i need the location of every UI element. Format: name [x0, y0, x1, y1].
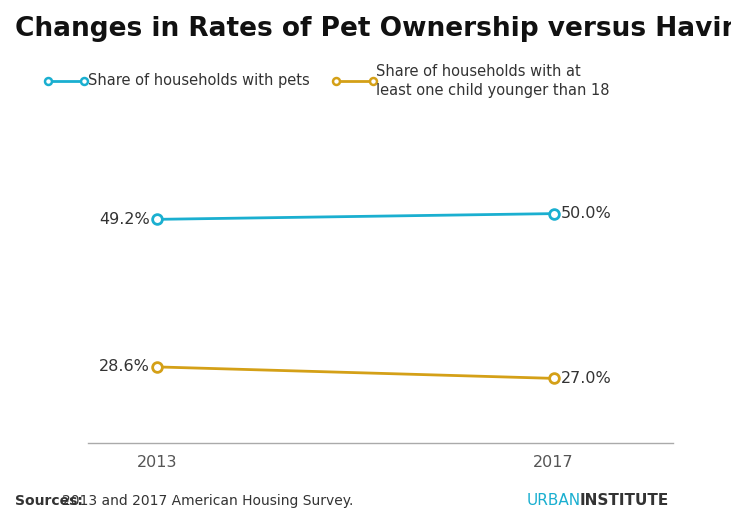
Text: URBAN: URBAN [526, 493, 580, 508]
Text: Sources:: Sources: [15, 494, 83, 508]
Text: INSTITUTE: INSTITUTE [580, 493, 669, 508]
Text: 28.6%: 28.6% [99, 359, 150, 375]
Text: least one child younger than 18: least one child younger than 18 [376, 83, 610, 97]
Text: 50.0%: 50.0% [561, 206, 611, 221]
Text: Share of households with at: Share of households with at [376, 64, 581, 79]
Text: 49.2%: 49.2% [99, 212, 150, 227]
Text: 2013 and 2017 American Housing Survey.: 2013 and 2017 American Housing Survey. [62, 494, 354, 508]
Text: 27.0%: 27.0% [561, 371, 611, 386]
Text: Share of households with pets: Share of households with pets [88, 73, 309, 88]
Text: Changes in Rates of Pet Ownership versus Having Children: Changes in Rates of Pet Ownership versus… [15, 16, 731, 42]
